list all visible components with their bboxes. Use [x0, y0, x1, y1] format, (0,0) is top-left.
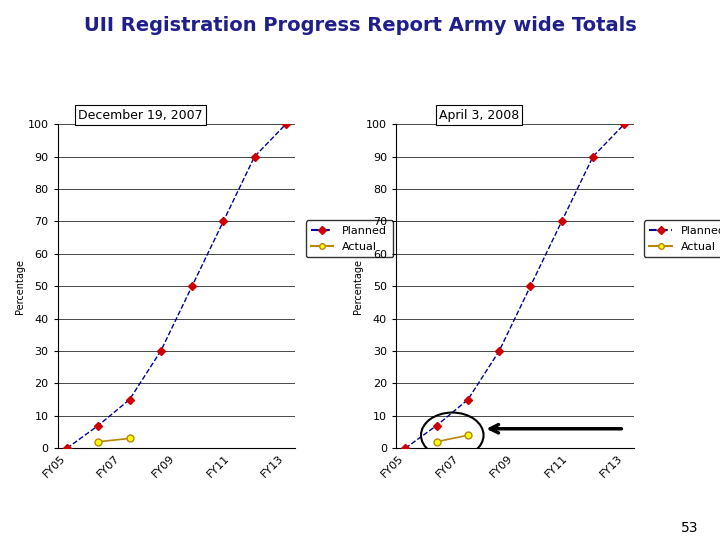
Text: December 19, 2007: December 19, 2007 — [78, 109, 203, 122]
Text: 53: 53 — [681, 521, 698, 535]
Legend: Planned, Actual: Planned, Actual — [305, 220, 392, 257]
Text: UII Registration Progress Report Army wide Totals: UII Registration Progress Report Army wi… — [84, 16, 636, 35]
Text: April 3, 2008: April 3, 2008 — [439, 109, 519, 122]
Legend: Planned, Actual: Planned, Actual — [644, 220, 720, 257]
Y-axis label: Percentage: Percentage — [354, 259, 363, 314]
Y-axis label: Percentage: Percentage — [15, 259, 24, 314]
